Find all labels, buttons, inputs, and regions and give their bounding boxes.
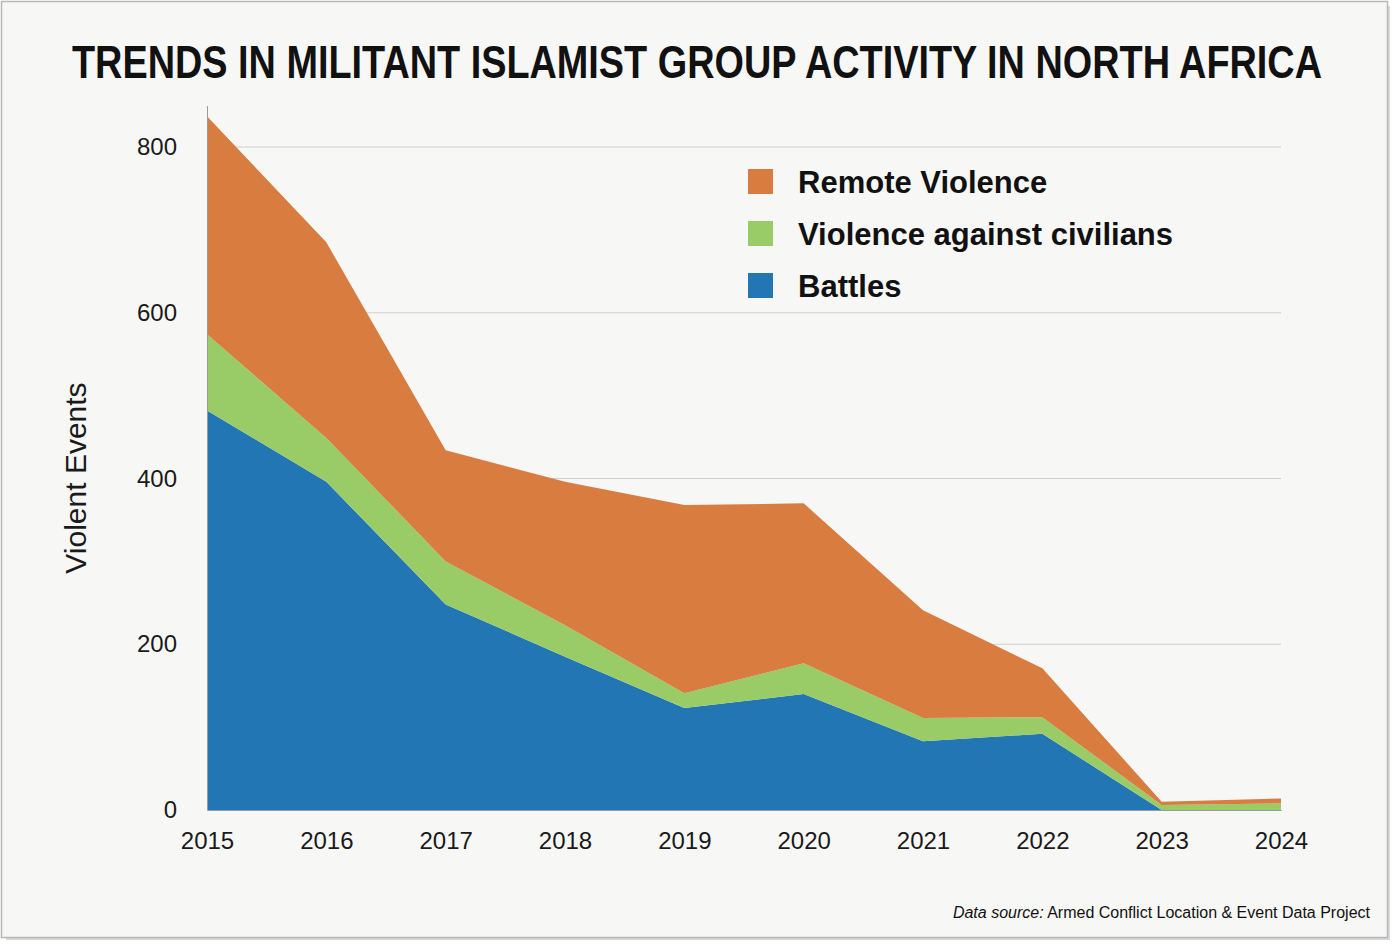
- legend-swatch: [748, 273, 773, 298]
- x-tick-label: 2018: [539, 827, 592, 854]
- x-axis-line: [208, 810, 1282, 811]
- legend-swatch: [748, 221, 773, 246]
- y-tick: 800: [137, 133, 207, 160]
- source: Data source: Armed Conflict Location & E…: [953, 904, 1371, 921]
- y-tick: 0: [164, 796, 207, 823]
- x-tick-label: 2019: [658, 827, 711, 854]
- plot-area: [207, 116, 1281, 810]
- y-tick-label: 200: [137, 630, 177, 657]
- x-tick: 2023: [1135, 810, 1188, 854]
- y-tick-label: 600: [137, 299, 177, 326]
- y-tick-label: 0: [164, 796, 177, 823]
- y-tick: 600: [137, 299, 207, 326]
- x-tick-label: 2016: [300, 827, 353, 854]
- x-tick: 2019: [658, 810, 711, 854]
- x-tick-label: 2024: [1255, 827, 1308, 854]
- x-tick-label: 2020: [777, 827, 830, 854]
- y-tick: 200: [137, 630, 207, 657]
- x-tick: 2024: [1255, 810, 1308, 854]
- x-tick: 2018: [539, 810, 592, 854]
- x-tick-label: 2023: [1135, 827, 1188, 854]
- x-tick: 2015: [181, 810, 234, 854]
- x-tick: 2017: [419, 810, 472, 854]
- y-tick-label: 800: [137, 133, 177, 160]
- x-tick-label: 2022: [1016, 827, 1069, 854]
- legend-item: Violence against civilians: [748, 217, 1173, 252]
- y-tick-label: 400: [137, 465, 177, 492]
- grid-line: [207, 312, 1281, 313]
- legend: Remote Violence Violence against civilian…: [748, 165, 1173, 304]
- grid-line: [207, 146, 1281, 147]
- legend-item: Remote Violence: [748, 165, 1047, 200]
- y-axis: 0 200 400 600 800: [137, 106, 208, 823]
- legend-label: Battles: [798, 269, 901, 304]
- x-tick: 2022: [1016, 810, 1069, 854]
- title: TRENDS IN MILITANT ISLAMIST GROUP ACTIVI…: [72, 36, 1322, 88]
- y-tick: 400: [137, 465, 207, 492]
- legend-swatch: [748, 169, 773, 194]
- y-axis-line: [207, 106, 208, 810]
- x-tick: 2021: [897, 810, 950, 854]
- x-tick: 2020: [777, 810, 830, 854]
- x-tick-label: 2017: [419, 827, 472, 854]
- x-tick-label: 2021: [897, 827, 950, 854]
- legend-label: Violence against civilians: [798, 217, 1173, 252]
- x-tick: 2016: [300, 810, 353, 854]
- y-axis-title: Violent Events: [59, 382, 92, 573]
- legend-item: Battles: [748, 269, 901, 304]
- x-axis: 2015 2016 2017 2018 2019 2020 2021 2022 2023 2024: [181, 810, 1308, 854]
- legend-label: Remote Violence: [798, 165, 1047, 200]
- x-tick-label: 2015: [181, 827, 234, 854]
- frame: [2, 2, 1388, 938]
- chart-svg: 0 200 400 600 800 2015 2016 2017 2018 2019 2020 202…: [0, 0, 1394, 944]
- area: [207, 116, 1281, 805]
